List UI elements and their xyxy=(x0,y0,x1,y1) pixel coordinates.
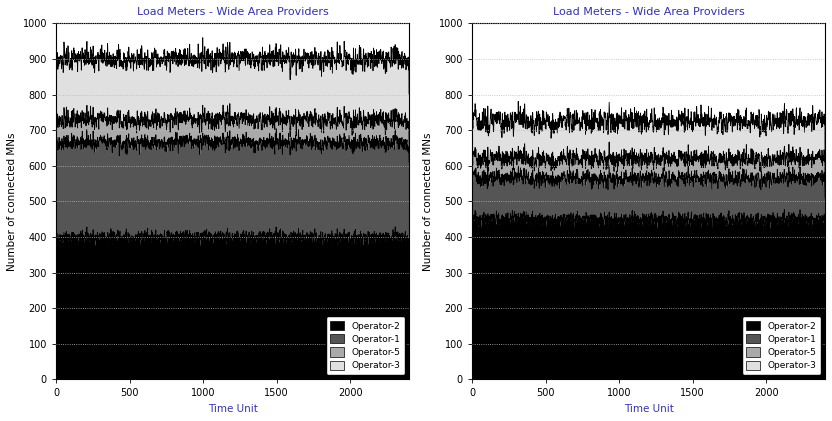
Title: Load Meters - Wide Area Providers: Load Meters - Wide Area Providers xyxy=(136,7,329,17)
Y-axis label: Number of connected MNs: Number of connected MNs xyxy=(423,132,433,271)
Legend: Operator-2, Operator-1, Operator-5, Operator-3: Operator-2, Operator-1, Operator-5, Oper… xyxy=(326,317,404,375)
X-axis label: Time Unit: Time Unit xyxy=(208,404,257,414)
Title: Load Meters - Wide Area Providers: Load Meters - Wide Area Providers xyxy=(552,7,745,17)
X-axis label: Time Unit: Time Unit xyxy=(624,404,673,414)
Legend: Operator-2, Operator-1, Operator-5, Operator-3: Operator-2, Operator-1, Operator-5, Oper… xyxy=(742,317,820,375)
Y-axis label: Number of connected MNs: Number of connected MNs xyxy=(7,132,17,271)
